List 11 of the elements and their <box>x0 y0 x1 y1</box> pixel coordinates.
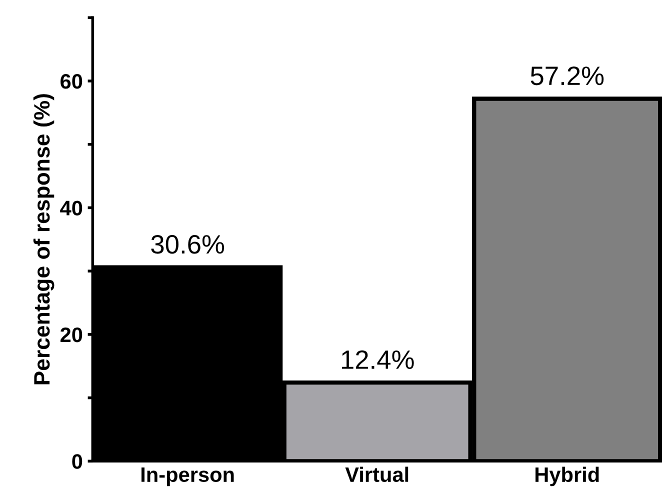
y-tick-label: 60 <box>60 74 82 89</box>
y-tick-label: 0 <box>72 454 82 469</box>
x-tick-label: Virtual <box>345 466 408 482</box>
y-axis-title: Percentage of response (%) <box>33 94 54 384</box>
x-tick-label: Hybrid <box>536 466 599 486</box>
y-tick-label: 40 <box>60 200 82 216</box>
y-tick-label: 20 <box>60 327 82 342</box>
data-label: 12.4% <box>342 350 414 369</box>
x-tick-label: In-person <box>142 467 234 486</box>
data-label: 30.6% <box>151 235 224 254</box>
data-label: 57.2% <box>530 66 604 86</box>
